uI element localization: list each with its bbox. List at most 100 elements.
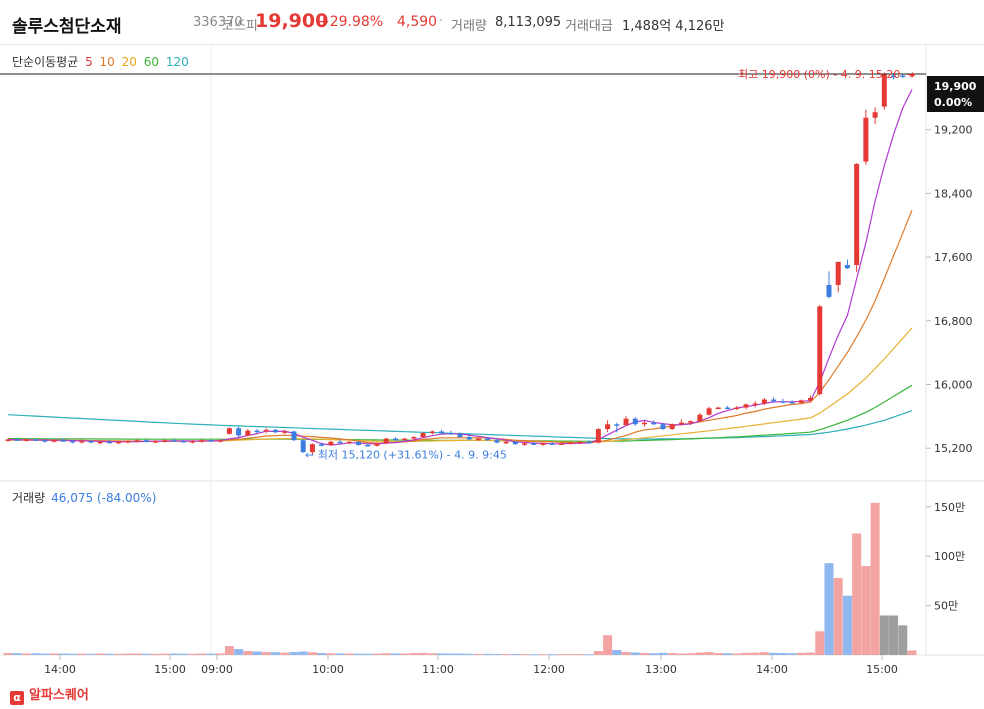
volume-bar <box>215 653 225 655</box>
candle-body <box>475 438 481 441</box>
ma-legend-10[interactable]: 10 <box>99 55 115 69</box>
price-tick-label: 18,400 <box>934 187 973 200</box>
candle-body <box>116 441 122 444</box>
candle-body <box>651 422 657 425</box>
candle-body <box>743 404 749 408</box>
ma-legend-60[interactable]: 60 <box>143 55 160 69</box>
candle-body <box>632 418 638 425</box>
volume-bar <box>363 653 373 655</box>
volume-bar <box>390 653 400 655</box>
volume-bar <box>446 653 456 655</box>
volume-bar <box>12 653 22 655</box>
ma-legend-120[interactable]: 120 <box>165 55 189 69</box>
volume-bar <box>639 653 649 655</box>
volume-bar <box>593 651 603 655</box>
candle-body <box>392 438 398 441</box>
candle-body <box>97 441 103 444</box>
brand-name: 알파스퀘어 <box>29 688 89 703</box>
volume-bar <box>151 653 161 655</box>
volume-bar <box>806 652 816 655</box>
stock-name[interactable]: 솔루스첨단소재 <box>12 17 122 37</box>
volume-bar <box>833 577 843 655</box>
candle-body <box>309 444 315 453</box>
volume-bar <box>464 653 474 655</box>
candle-body <box>817 306 823 395</box>
ma-legend[interactable]: 단순이동평균 5 10 20 60 120 <box>12 53 192 70</box>
candle-body <box>457 433 463 438</box>
candle-body <box>189 440 195 443</box>
candle-body <box>291 431 297 441</box>
candle-body <box>854 163 860 266</box>
candle-body <box>236 428 242 436</box>
volume-bar <box>815 631 825 655</box>
candle-body <box>660 424 666 430</box>
volume-bar <box>898 625 908 655</box>
candle-body <box>568 442 574 445</box>
volume-bar <box>538 654 548 656</box>
price-tick-label: 17,600 <box>934 251 973 264</box>
candle-body <box>319 444 325 446</box>
candle-body <box>485 438 491 441</box>
change-amount: 4,590 <box>397 14 438 30</box>
volume-bar <box>584 654 594 656</box>
volume-bar <box>418 652 428 655</box>
candle-body <box>273 429 279 433</box>
candle-body <box>162 440 168 442</box>
volume-bar <box>40 653 50 655</box>
candle-body <box>531 443 537 445</box>
volume-bar <box>437 653 447 655</box>
volume-bar <box>704 652 714 655</box>
ma-line-10 <box>7 209 913 444</box>
brand-footer[interactable]: α 알파스퀘어 <box>10 684 89 705</box>
candle-body <box>780 401 786 403</box>
volume-bar <box>473 653 483 655</box>
candle-body <box>125 440 131 443</box>
volume-bar <box>132 653 142 655</box>
candle-body <box>503 441 509 444</box>
volume-bar <box>732 653 742 655</box>
candle-body <box>586 441 592 444</box>
volume-bar <box>307 652 317 655</box>
candle-body <box>734 407 740 410</box>
candle-body <box>300 440 306 453</box>
candle-body <box>153 440 159 443</box>
candle-body <box>374 443 380 446</box>
volume-bar <box>889 615 899 655</box>
candle-body <box>429 431 435 434</box>
candle-body <box>79 440 85 443</box>
candle-body <box>909 73 915 77</box>
candle-body <box>771 399 777 402</box>
volume-bar <box>870 502 880 655</box>
volume-bar <box>759 652 769 655</box>
volume-bar <box>566 654 576 656</box>
candle-body <box>33 439 39 441</box>
volume-bar <box>427 653 437 655</box>
candle-body <box>282 431 288 433</box>
ma-line-5 <box>7 89 913 446</box>
price-tick-label: 16,000 <box>934 378 973 391</box>
candle-body <box>891 75 897 78</box>
candle-body <box>14 439 20 441</box>
candle-body <box>180 440 186 443</box>
candle-body <box>715 407 721 410</box>
candle-body <box>595 429 601 443</box>
volume-bar <box>3 653 13 655</box>
candle-body <box>199 440 205 442</box>
amount-label: 거래대금 <box>565 19 613 34</box>
candle-body <box>808 397 814 401</box>
volume-bar <box>400 653 410 655</box>
ma-legend-5[interactable]: 5 <box>85 55 93 69</box>
candle-body <box>789 401 795 404</box>
candle-body <box>60 440 66 442</box>
volume-bar <box>381 653 391 655</box>
time-tick-label: 14:00 <box>44 663 76 676</box>
volume-bar <box>750 652 760 655</box>
ma-line-20 <box>8 327 913 443</box>
ma-legend-title: 단순이동평균 <box>12 55 79 69</box>
candle-body <box>678 422 684 425</box>
volume-bar <box>372 653 382 655</box>
ma-legend-20[interactable]: 20 <box>121 55 137 69</box>
volume-bar <box>114 653 124 655</box>
volume-bar <box>206 653 216 655</box>
